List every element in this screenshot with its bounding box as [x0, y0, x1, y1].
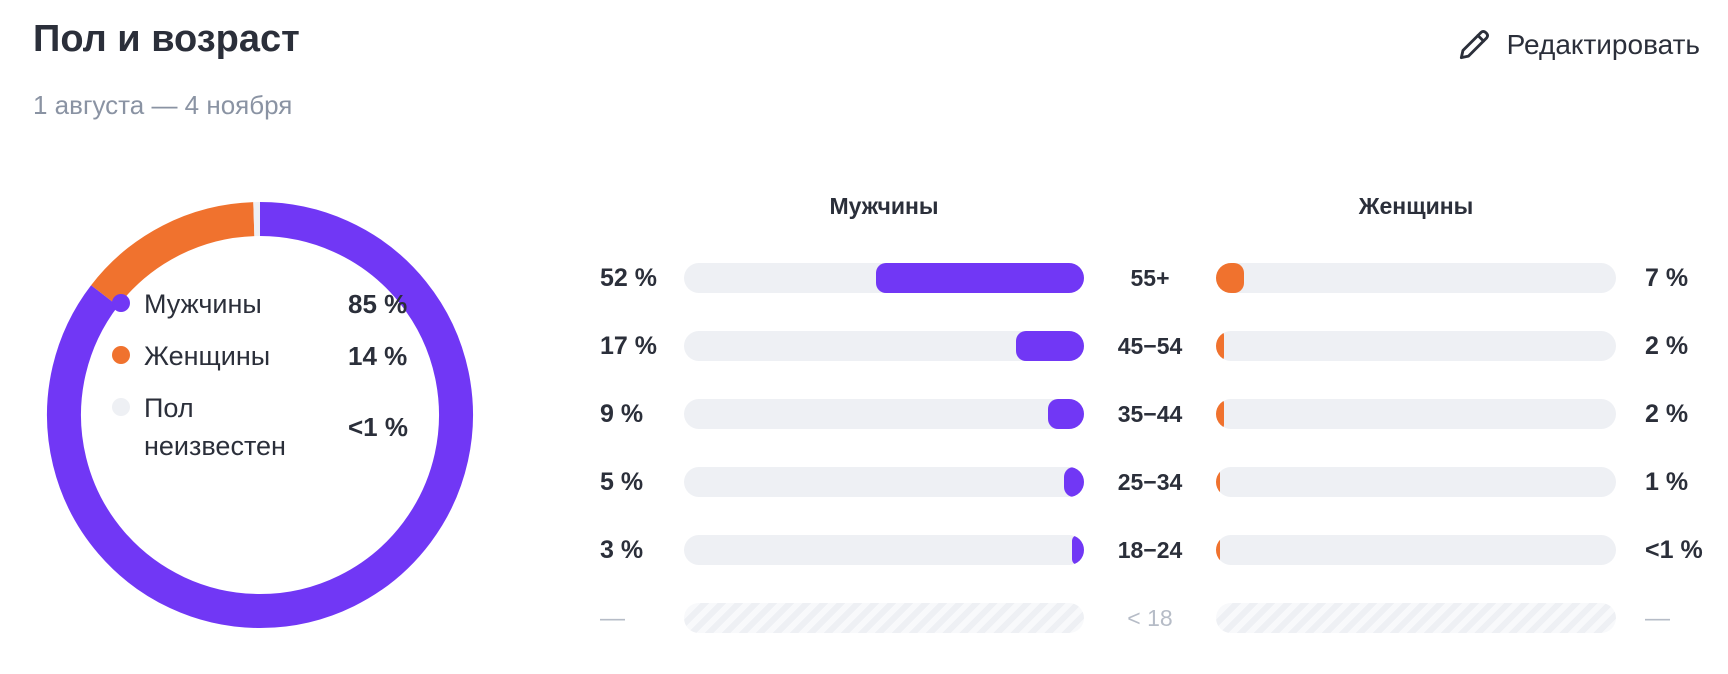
- age-group-label: 35−44: [1117, 401, 1183, 427]
- age-row: 3 % 18−24 <1 %: [0, 535, 1728, 565]
- female-bar: [1216, 331, 1224, 361]
- male-bar-track: [684, 331, 1084, 361]
- age-group-label: 25−34: [1117, 469, 1183, 495]
- female-bar-track: [1216, 263, 1616, 293]
- male-column-header: Мужчины: [829, 193, 939, 219]
- female-percent-label: —: [1645, 604, 1670, 632]
- age-row: — < 18 —: [0, 603, 1728, 633]
- female-bar-track: [1216, 467, 1616, 497]
- male-percent-label: 52 %: [600, 264, 657, 292]
- age-row: 5 % 25−34 1 %: [0, 467, 1728, 497]
- legend-label: Пол неизвестен: [144, 393, 286, 461]
- age-group-label: 45−54: [1117, 333, 1183, 359]
- male-percent-label: 17 %: [600, 332, 657, 360]
- edit-label: Редактировать: [1506, 29, 1700, 60]
- male-bar: [1048, 399, 1084, 429]
- donut-slice-2: [91, 202, 255, 307]
- female-bar-track: [1216, 535, 1616, 565]
- legend-label: Мужчины: [144, 289, 262, 319]
- male-bar-track: [684, 535, 1084, 565]
- legend-item: Женщины 14 %: [112, 337, 407, 375]
- female-percent-label: 1 %: [1645, 468, 1689, 496]
- female-percent-label: 2 %: [1645, 332, 1689, 360]
- female-bar-track: [1216, 399, 1616, 429]
- legend-dot-icon: [112, 294, 130, 312]
- male-percent-label: 3 %: [600, 536, 644, 564]
- legend-item: Мужчины 85 %: [112, 285, 407, 323]
- male-bar: [1016, 331, 1084, 361]
- date-range: 1 августа — 4 ноября: [33, 90, 293, 120]
- male-bar: [876, 263, 1084, 293]
- age-row: 9 % 35−44 2 %: [0, 399, 1728, 429]
- legend-item: Пол неизвестен <1 %: [112, 389, 408, 465]
- male-bar-track: [684, 467, 1084, 497]
- legend-dot-icon: [112, 346, 130, 364]
- male-percent-label: —: [600, 604, 625, 632]
- female-column-header: Женщины: [1358, 193, 1474, 219]
- female-percent-label: <1 %: [1645, 536, 1703, 564]
- female-percent-label: 2 %: [1645, 400, 1689, 428]
- pencil-icon: [1459, 30, 1489, 60]
- age-group-label: 18−24: [1117, 537, 1183, 563]
- age-group-label: 55+: [1130, 265, 1170, 291]
- female-bar: [1216, 399, 1224, 429]
- age-row: 17 % 45−54 2 %: [0, 331, 1728, 361]
- male-bar-track: [684, 263, 1084, 293]
- female-bar: [1216, 263, 1244, 293]
- male-percent-label: 5 %: [600, 468, 644, 496]
- female-bar: [1216, 535, 1220, 565]
- female-percent-label: 7 %: [1645, 264, 1689, 292]
- male-bar: [1064, 467, 1084, 497]
- female-bar: [1216, 467, 1220, 497]
- age-row: 52 % 55+ 7 %: [0, 263, 1728, 293]
- male-bar-track: [684, 603, 1084, 633]
- legend-label: Женщины: [144, 341, 271, 371]
- legend-value: <1 %: [348, 412, 408, 442]
- male-percent-label: 9 %: [600, 400, 644, 428]
- edit-button[interactable]: Редактировать: [1455, 26, 1700, 64]
- age-group-label: < 18: [1127, 605, 1173, 631]
- male-bar: [1072, 535, 1084, 565]
- female-bar-track: [1216, 331, 1616, 361]
- legend-dot-icon: [112, 398, 130, 416]
- legend-value: 85 %: [348, 289, 408, 319]
- legend-value: 14 %: [348, 341, 408, 371]
- male-bar-track: [684, 399, 1084, 429]
- page-title: Пол и возраст: [33, 18, 300, 60]
- donut-slice-1: [47, 202, 473, 628]
- female-bar-track: [1216, 603, 1616, 633]
- gender-donut-chart: [47, 202, 473, 628]
